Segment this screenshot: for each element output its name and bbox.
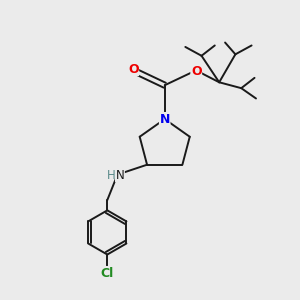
- Text: Cl: Cl: [101, 267, 114, 280]
- Text: O: O: [128, 62, 139, 76]
- Text: H: H: [107, 169, 116, 182]
- Text: N: N: [116, 169, 124, 182]
- Text: N: N: [160, 112, 170, 126]
- Text: O: O: [191, 65, 202, 79]
